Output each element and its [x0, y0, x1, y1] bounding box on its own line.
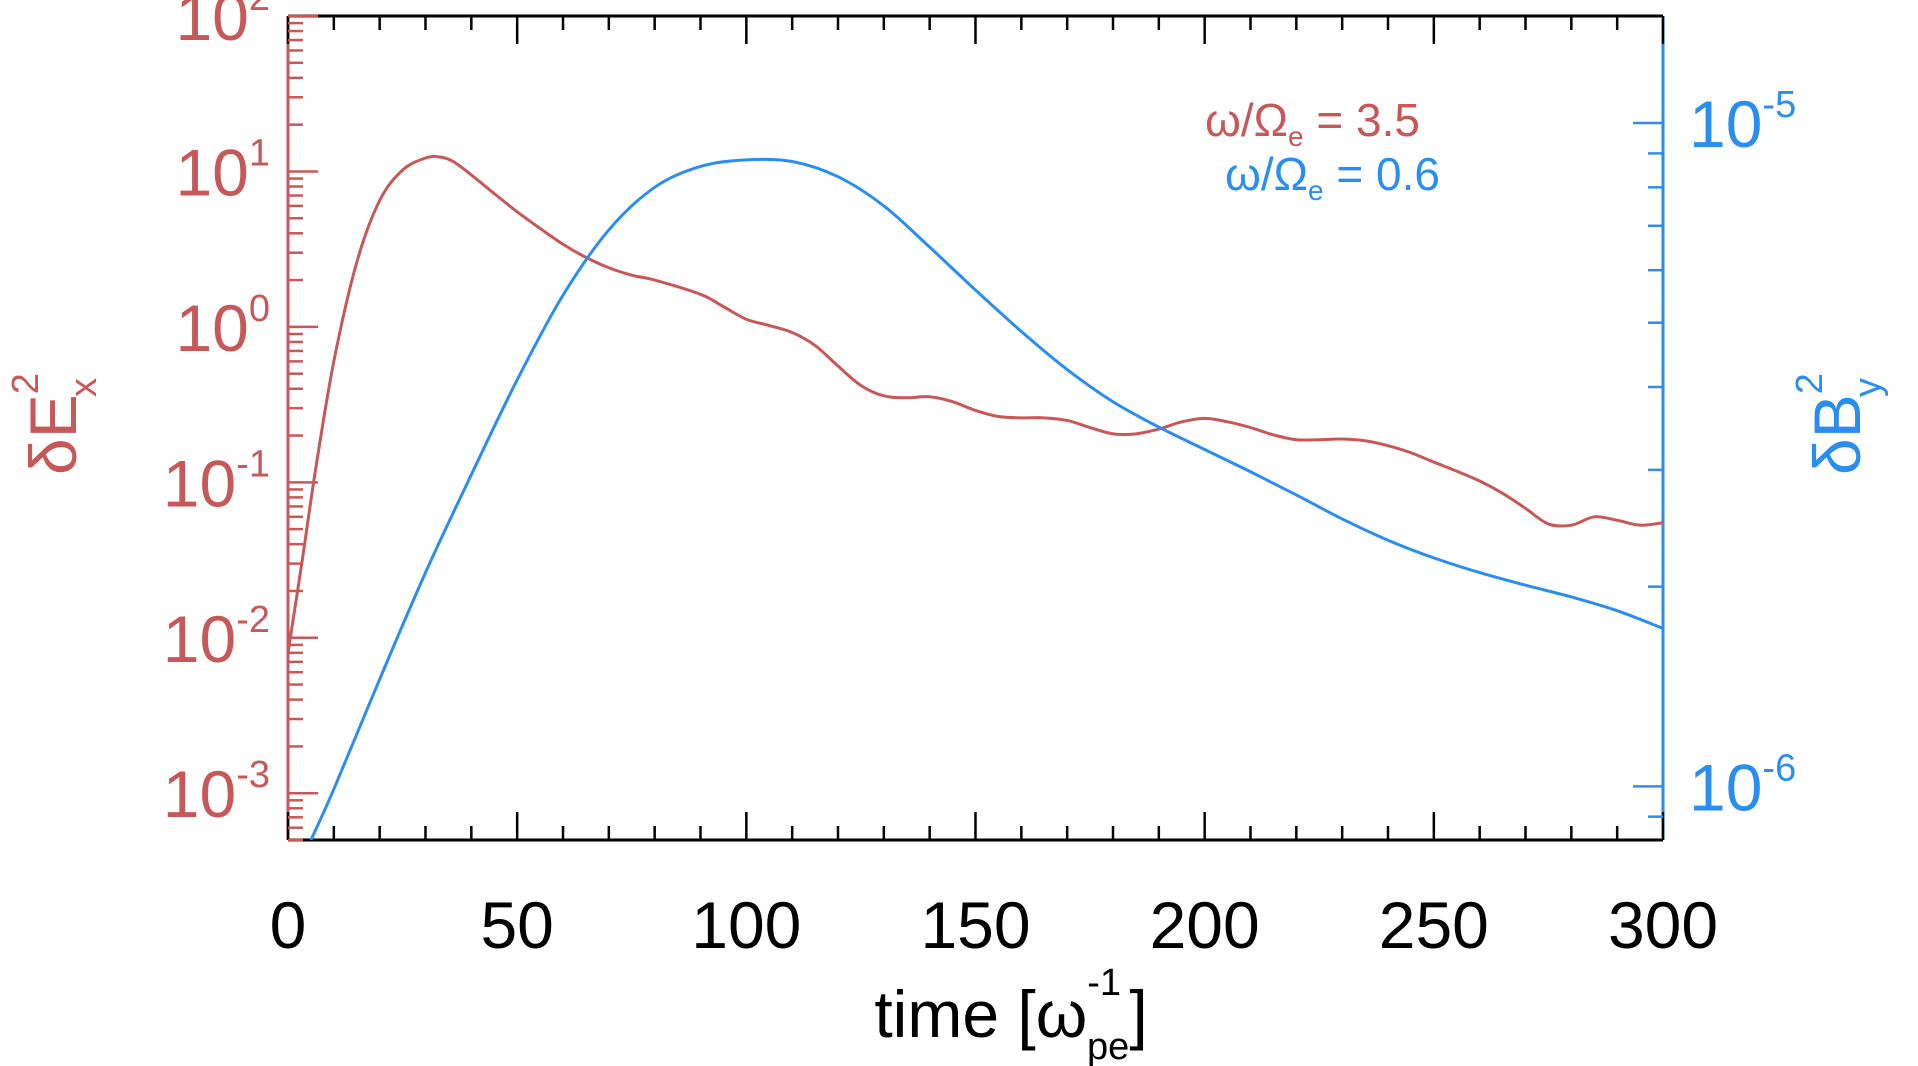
- x-axis-label-main: time [ω: [874, 977, 1087, 1051]
- left-axis-label-main: δE: [16, 394, 90, 475]
- x-tick-label: 100: [691, 888, 801, 962]
- legend-entry-2-prefix: ω/Ω: [1225, 148, 1308, 200]
- right-axis-label-main: δB: [1800, 394, 1874, 475]
- x-tick-label: 50: [480, 888, 553, 962]
- right-axis-label-sup: 2: [1789, 373, 1831, 394]
- legend-entry-1-sub: e: [1288, 121, 1304, 152]
- left-tick-label: 10-1: [163, 443, 270, 520]
- x-tick-label: 150: [920, 888, 1030, 962]
- left-tick-label: 10-2: [163, 599, 270, 676]
- legend-entry-1-prefix: ω/Ω: [1205, 94, 1288, 146]
- left-tick-label: 102: [175, 0, 270, 54]
- x-axis-label-sub: pe: [1087, 1026, 1129, 1066]
- left-tick-label: 10-3: [163, 754, 270, 831]
- legend: ω/Ωe = 3.5 ω/Ωe = 0.6: [1205, 94, 1440, 206]
- left-tick-label: 100: [175, 288, 270, 365]
- x-tick-label: 250: [1379, 888, 1489, 962]
- right-axis-label-sub: y: [1847, 378, 1889, 397]
- right-tick-label: 10-5: [1689, 84, 1796, 161]
- x-tick-label: 0: [270, 888, 307, 962]
- x-axis-label-sup: -1: [1087, 962, 1121, 1004]
- legend-entry-2-suffix: = 0.6: [1324, 148, 1440, 200]
- x-axis-label-close: ]: [1129, 977, 1147, 1051]
- x-tick-label: 200: [1150, 888, 1260, 962]
- legend-entry-1: ω/Ωe = 3.5: [1205, 94, 1420, 152]
- left-axis-label-sub: x: [63, 378, 105, 397]
- x-axis-label: time [ω-1 pe]: [874, 962, 1147, 1066]
- legend-entry-1-suffix: = 3.5: [1304, 94, 1420, 146]
- left-axis-label-sup: 2: [5, 373, 47, 394]
- x-tick-label: 300: [1608, 888, 1718, 962]
- legend-entry-2: ω/Ωe = 0.6: [1225, 148, 1440, 206]
- left-axis-ticks: 10-3 10-2 10-1 100 101 102: [163, 0, 318, 842]
- series-line-right: [309, 157, 1663, 840]
- left-axis-label: δE2 x: [5, 373, 105, 475]
- right-axis-ticks: 10-6 10-5: [1633, 84, 1796, 824]
- series-line-left: [288, 154, 1663, 654]
- left-tick-label: 101: [175, 132, 270, 209]
- right-axis-label: δB2 y: [1789, 373, 1889, 475]
- right-tick-label: 10-6: [1689, 747, 1796, 824]
- x-axis-ticks: 0 50 100 150 200 250 300: [270, 16, 1718, 962]
- legend-entry-2-sub: e: [1308, 175, 1324, 206]
- series-layer: [288, 154, 1663, 840]
